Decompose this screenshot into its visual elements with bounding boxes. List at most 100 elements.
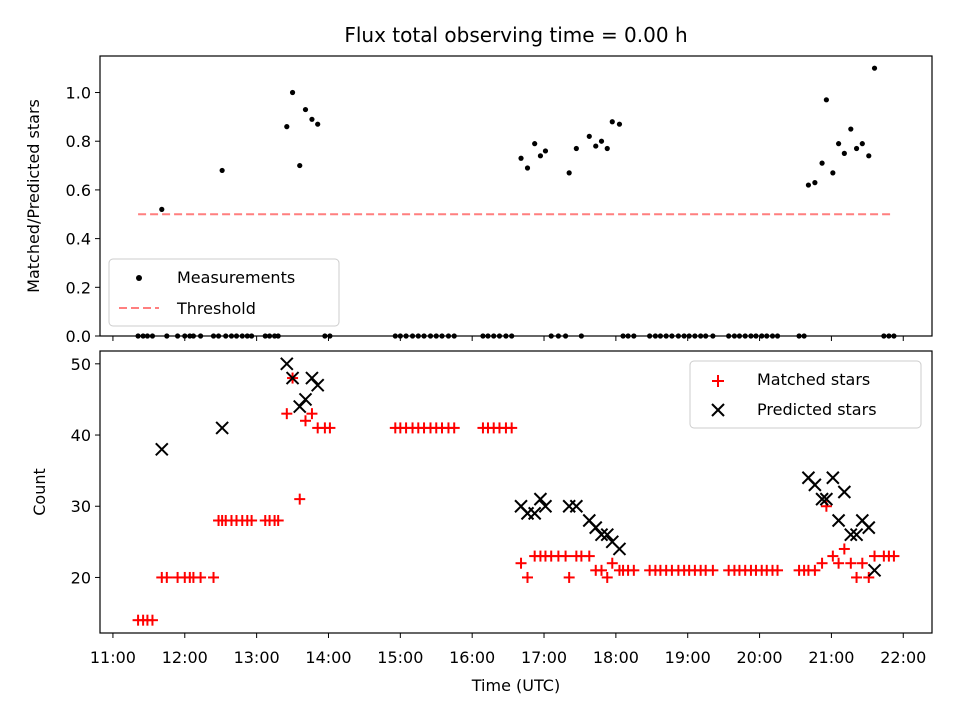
matched-star-point (888, 550, 900, 562)
matched-star-point (772, 564, 784, 576)
matched-star-point (809, 564, 821, 576)
matched-star-point (515, 557, 527, 569)
measurement-point (871, 65, 878, 71)
matched-star-point (816, 557, 828, 569)
predicted-star-point (612, 542, 627, 556)
matched-star-point (208, 571, 220, 583)
measurement-point (812, 180, 818, 186)
matched-star-point (272, 514, 284, 526)
x-tick-label: 12:00 (162, 648, 208, 667)
top-y-axis-label: Matched/Predicted stars (24, 99, 43, 293)
matched-star-point (628, 564, 640, 576)
predicted-star-point (862, 520, 876, 535)
predicted-star-point (808, 478, 822, 492)
measurement-point (309, 116, 315, 122)
matched-star-point (851, 571, 863, 583)
bottom-legend: Matched stars Predicted stars (689, 360, 922, 429)
measurement-point (859, 141, 865, 147)
measurement-point (302, 106, 309, 113)
measurement-point (219, 167, 225, 174)
predicted-star-point (280, 357, 294, 371)
measurement-point (289, 89, 296, 96)
top-y-tick-label: 0.8 (66, 132, 91, 151)
predicted-star-point (819, 492, 834, 506)
matched-star-point (838, 543, 850, 555)
matched-star-point (583, 550, 595, 562)
measurement-point (616, 121, 623, 127)
bottom-y-tick-label: 30 (71, 497, 91, 516)
measurement-point (819, 160, 825, 166)
top-y-ticks: 0.0 0.2 0.4 0.6 0.8 1.0 (66, 84, 100, 346)
x-tick-label: 20:00 (737, 648, 783, 667)
matched-star-point (856, 557, 868, 569)
measurement-point (537, 153, 544, 159)
measurement-point (518, 155, 524, 161)
x-tick-label: 11:00 (90, 648, 136, 667)
predicted-star-point (298, 392, 313, 407)
matched-star-point (595, 564, 607, 576)
measurement-point (524, 165, 531, 171)
top-plot-frame (99, 55, 933, 337)
chart-title: Flux total observing time = 0.00 h (344, 23, 687, 47)
x-tick-label: 14:00 (305, 648, 351, 667)
legend-predicted-label: Predicted stars (757, 400, 877, 419)
top-legend: Measurements Threshold (108, 258, 340, 327)
x-tick-label: 19:00 (665, 648, 711, 667)
measurement-point (159, 206, 165, 212)
top-plot-marks (135, 65, 897, 339)
bottom-x-ticks: 11:00 12:00 13:00 14:00 15:00 16:00 17:00 18:00… (90, 633, 926, 667)
predicted-star-point (849, 528, 864, 542)
measurement-point (841, 150, 847, 156)
predicted-star-point (837, 485, 852, 499)
top-legend-frame (108, 258, 340, 327)
matched-star-point (863, 571, 875, 583)
legend-measurements-label: Measurements (177, 268, 295, 287)
measurement-point (566, 170, 572, 176)
top-y-tick-label: 0.2 (66, 278, 91, 297)
x-axis-label: Time (UTC) (471, 676, 560, 695)
matched-star-point (146, 614, 158, 626)
predicted-star-point (527, 506, 542, 521)
top-y-tick-label: 0.0 (66, 327, 91, 346)
matched-star-point (299, 415, 311, 427)
predicted-star-point (600, 528, 614, 542)
predicted-star-point (155, 442, 169, 456)
bottom-y-tick-label: 50 (71, 355, 91, 374)
matched-star-point (521, 571, 533, 583)
measurement-point (297, 162, 303, 169)
measurement-point (823, 97, 829, 103)
matched-star-point (845, 557, 857, 569)
predicted-star-point (569, 499, 584, 513)
measurement-point (542, 148, 549, 154)
x-tick-label: 18:00 (593, 648, 639, 667)
top-y-tick-label: 1.0 (66, 84, 91, 103)
bottom-y-axis-label: Count (30, 468, 49, 516)
predicted-star-point (215, 421, 229, 435)
bottom-plot-marks (132, 357, 900, 626)
x-tick-label: 16:00 (449, 648, 495, 667)
matched-star-point (601, 571, 613, 583)
measurement-point (532, 141, 538, 147)
measurement-point (609, 119, 615, 125)
measurement-point (805, 182, 812, 188)
measurement-point (848, 126, 854, 132)
predicted-star-point (594, 528, 609, 542)
measurement-point (598, 138, 605, 144)
bottom-legend-frame (689, 360, 922, 429)
measurement-point (284, 124, 290, 130)
measurement-point (866, 153, 872, 159)
bottom-y-tick-label: 20 (71, 568, 91, 587)
measurement-point (593, 143, 599, 149)
x-tick-label: 21:00 (808, 648, 854, 667)
matched-star-point (833, 557, 845, 569)
x-tick-label: 13:00 (234, 648, 280, 667)
matched-star-point (281, 408, 293, 420)
predicted-star-point (285, 371, 300, 385)
predicted-star-point (826, 471, 840, 485)
measurement-point (830, 170, 836, 176)
bottom-plot-frame (99, 350, 933, 634)
top-y-tick-label: 0.6 (66, 181, 91, 200)
legend-matched-marker (712, 375, 724, 387)
measurement-point (315, 121, 321, 127)
